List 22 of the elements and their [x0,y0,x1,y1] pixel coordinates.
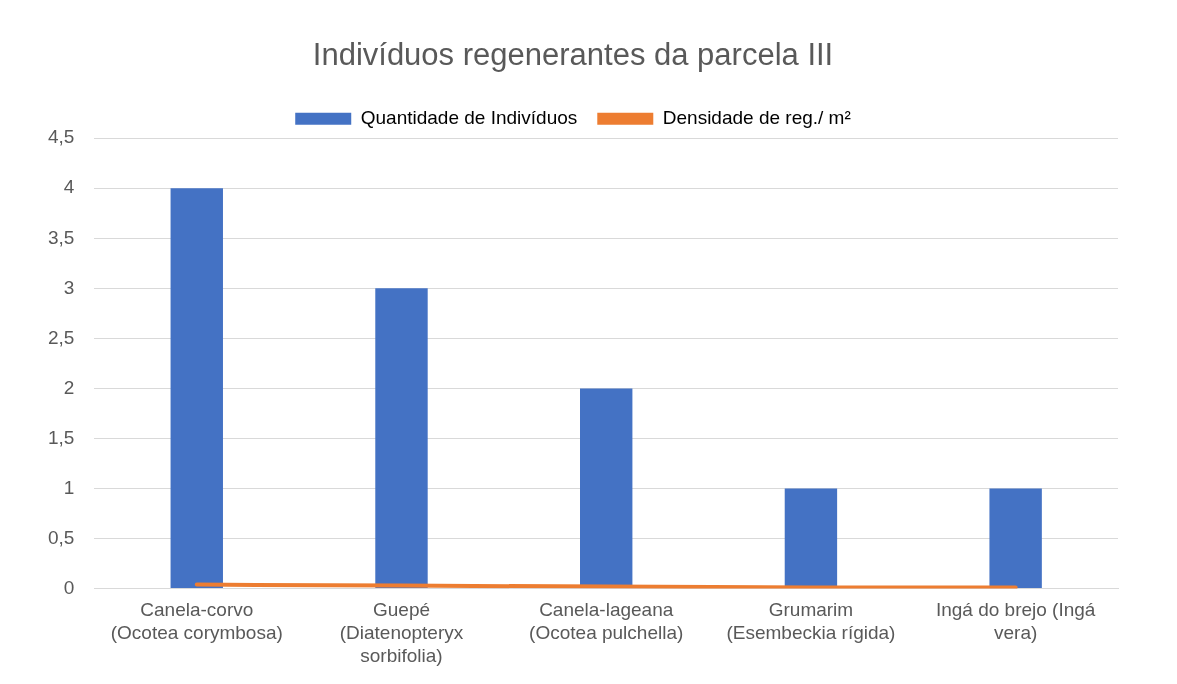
y-tick-label: 3,5 [47,226,75,248]
bar [784,488,838,589]
legend-label: Densidade de reg./ m² [662,106,851,128]
y-tick-label: 1 [63,476,75,498]
y-tick-label: 3 [63,276,75,298]
x-tick-label: Canela-lageana (Ocotea pulchella) [529,599,684,644]
x-tick-label: Canela-corvo (Ocotea corymbosa) [110,599,283,644]
x-tick-label: Guepé (Diatenopteryx sorbifolia) [339,599,464,666]
y-tick-label: 0 [63,576,75,598]
bar [989,488,1042,589]
x-tick-label: Grumarim (Esembeckia rígida) [726,599,896,644]
y-tick-label: 0,5 [47,526,75,548]
bar [170,188,223,589]
y-tick-label: 2,5 [47,326,75,348]
bar [375,288,428,589]
y-tick-label: 4 [63,176,75,198]
y-tick-label: 1,5 [47,426,75,448]
x-tick-label: Ingá do brejo (Ingá vera) [935,599,1096,644]
legend-label: Quantidade de Indivíduos [360,106,578,128]
y-tick-label: 4,5 [47,126,75,148]
y-tick-label: 2 [63,376,75,398]
chart-title: Indivíduos regenerantes da parcela III [312,37,834,73]
